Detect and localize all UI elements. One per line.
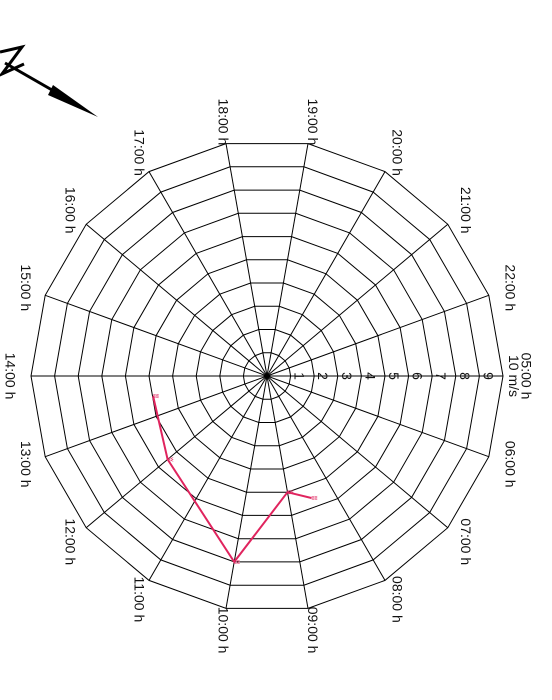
radial-tick-label: 7 [433,372,449,380]
grid-spoke [225,375,268,609]
radial-tick-label: 5 [386,372,402,380]
wind-barb-marker: ʬ [285,490,295,495]
time-label: 21:00 h [458,187,474,234]
time-label: 13:00 h [18,441,34,488]
grid-spoke [148,171,268,377]
radial-tick-label: 10 m/s [506,355,522,397]
time-label: 06:00 h [503,441,519,488]
radial-tick-label: 1 [292,372,308,380]
grid-spoke [266,375,449,529]
grid-spoke [85,223,268,377]
grid-spoke [45,375,268,458]
time-label: 05:00 h [518,353,534,400]
grid-spoke [85,375,268,529]
grid-spoke [266,223,449,377]
wind-barb-marker: ʬ [165,457,175,462]
grid-spoke [45,294,268,377]
wind-barb-marker: ʬ [231,560,241,565]
grid-spoke [266,294,489,377]
radial-tick-label: 2 [315,372,331,380]
series-line [152,395,312,564]
radial-tick-labels: 1 2 3 4 5 6 7 8 9 10 m/s [292,355,522,397]
wind-series: ʬ ʬ ʬ ʬ ʬ [150,394,318,565]
time-label: 14:00 h [2,353,18,400]
time-label: 10:00 h [215,607,231,654]
time-label: 18:00 h [215,99,231,146]
grid-spoke [266,375,386,581]
time-label: 07:00 h [458,518,474,565]
time-label: 12:00 h [63,518,79,565]
time-label: 19:00 h [305,99,321,146]
time-label: 11:00 h [131,577,147,623]
time-label: 22:00 h [503,264,519,311]
time-label: 20:00 h [389,129,405,176]
angular-labels: 05:00 h 06:00 h 07:00 h 08:00 h 09:00 h 10:00… [2,99,534,654]
time-label: 17:00 h [131,129,147,176]
time-label: 09:00 h [305,607,321,654]
grid-spoke [266,375,489,458]
radial-tick-label: 3 [339,372,355,380]
spoke-grid [31,143,503,609]
time-label: 08:00 h [389,576,405,623]
radial-tick-label: 4 [362,372,378,380]
grid-spoke [266,143,309,377]
north-arrow-icon [0,44,98,117]
radial-tick-label: 9 [480,372,496,380]
wind-barb-marker: ʬ [150,394,160,399]
radial-tick-label: 6 [410,372,426,380]
radial-tick-label: 8 [457,372,473,380]
grid-spoke [225,143,268,377]
grid-spoke [266,171,386,377]
time-label: 15:00 h [18,264,34,311]
grid-spoke [148,375,268,581]
time-label: 16:00 h [63,187,79,234]
wind-barb-marker: ʬ [308,496,318,501]
